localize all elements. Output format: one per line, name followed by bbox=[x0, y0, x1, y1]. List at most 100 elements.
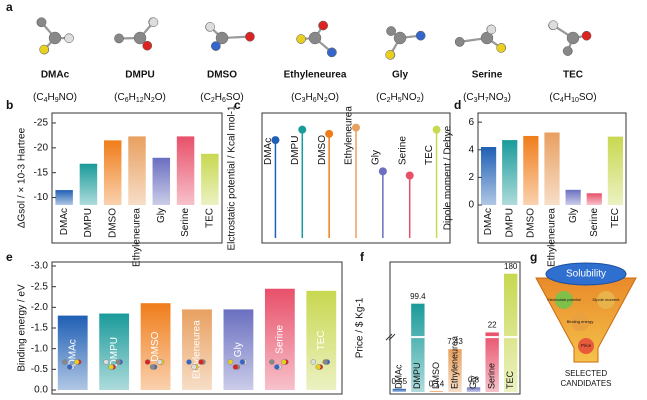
molecule bbox=[296, 20, 337, 58]
y-tick-label: -1.0 bbox=[31, 343, 49, 354]
category-label: DMSO bbox=[431, 362, 441, 389]
funnel-top bbox=[545, 262, 627, 286]
y-axis-label: ΔGsol / × 10-3 Hartree bbox=[17, 127, 28, 228]
atom bbox=[115, 359, 121, 365]
bar bbox=[448, 349, 462, 392]
funnel-circle-label: Electrostatic potential bbox=[547, 298, 580, 302]
atom bbox=[103, 359, 109, 365]
molecule-name: TEC bbox=[563, 70, 583, 81]
bar bbox=[55, 190, 73, 205]
complex-structure bbox=[310, 359, 330, 370]
atom bbox=[191, 364, 197, 370]
y-tick-label: -2.0 bbox=[31, 302, 49, 313]
atom bbox=[133, 31, 147, 45]
y-tick-label: 0 bbox=[468, 200, 474, 211]
molecule-name: Gly bbox=[392, 70, 409, 81]
category-label: Gly bbox=[233, 342, 244, 357]
atom bbox=[39, 44, 49, 55]
lollipop-head bbox=[378, 167, 387, 176]
atom bbox=[205, 22, 215, 32]
molecule-formula: (C2H5NO2) bbox=[376, 92, 424, 105]
category-label: DMSO bbox=[107, 208, 118, 238]
bar bbox=[306, 290, 337, 390]
complex-structure bbox=[103, 359, 123, 370]
atom bbox=[486, 24, 497, 35]
atom bbox=[386, 26, 396, 36]
atom bbox=[562, 46, 573, 56]
category-label: DMAc bbox=[59, 208, 70, 235]
category-label: Serine bbox=[487, 363, 497, 389]
atom bbox=[210, 41, 221, 51]
atom bbox=[142, 40, 152, 51]
bar bbox=[429, 391, 444, 392]
atom bbox=[454, 36, 465, 47]
funnel-circle-label: Dipole moment bbox=[593, 297, 621, 302]
category-label: DMAc bbox=[67, 339, 78, 366]
atom bbox=[308, 31, 322, 45]
bar bbox=[392, 388, 406, 392]
atom bbox=[296, 34, 306, 44]
bar bbox=[411, 303, 425, 392]
axes-frame bbox=[389, 261, 521, 395]
atom bbox=[548, 20, 559, 30]
panel-label: b bbox=[6, 98, 13, 112]
bar bbox=[99, 313, 130, 390]
category-label: DMSO bbox=[317, 135, 328, 165]
funnel-caption: SELECTED bbox=[565, 369, 607, 378]
molecule-formula: (C6H12N2O) bbox=[114, 92, 166, 105]
y-axis-label: Elctrostatic potential / Kcal mol-1 bbox=[227, 105, 238, 250]
axis-break bbox=[385, 333, 396, 341]
molecule-name: Ethyleneurea bbox=[284, 70, 347, 81]
bar bbox=[480, 147, 497, 205]
axes-frame bbox=[51, 112, 223, 244]
value-label: 0.8 bbox=[468, 375, 480, 384]
y-axis-label: Dipole moment / Debye bbox=[443, 125, 454, 230]
atom bbox=[156, 359, 163, 365]
lollipop-head bbox=[352, 123, 360, 132]
category-label: Serine bbox=[397, 136, 408, 165]
y-tick-label: -0.5 bbox=[31, 364, 49, 375]
funnel-top-label: Solubility bbox=[566, 269, 606, 280]
lollipop-head bbox=[432, 125, 441, 134]
panel-label: e bbox=[6, 250, 13, 264]
atom bbox=[310, 359, 316, 365]
atom bbox=[108, 364, 114, 370]
bar bbox=[504, 273, 518, 392]
y-axis-label: Price / $ Kg-1 bbox=[355, 297, 366, 358]
molecule bbox=[205, 22, 255, 51]
category-label: Ethyleneurea bbox=[547, 208, 558, 267]
y-tick-label: -2.5 bbox=[31, 281, 49, 292]
molecule-formula: (C3H6N2O) bbox=[291, 92, 339, 105]
category-label: DMAc bbox=[263, 138, 274, 165]
lollipop-head bbox=[325, 129, 334, 138]
funnel-circle bbox=[571, 313, 589, 331]
category-label: Ethyleneurea bbox=[449, 336, 459, 389]
panel-label: f bbox=[360, 250, 365, 264]
atom bbox=[326, 47, 337, 58]
atom bbox=[480, 31, 494, 45]
bar bbox=[152, 157, 171, 205]
panel-label: g bbox=[530, 250, 537, 264]
bar bbox=[466, 387, 481, 392]
molecule bbox=[548, 20, 592, 56]
axes-frame bbox=[477, 112, 627, 244]
category-label: Ethyleneurea bbox=[132, 208, 143, 267]
molecule bbox=[454, 24, 507, 53]
molecule-name: DMAc bbox=[41, 70, 70, 81]
atom bbox=[198, 359, 204, 365]
atom bbox=[496, 43, 506, 53]
atom bbox=[318, 20, 329, 31]
value-label: 180 bbox=[504, 262, 518, 271]
atom bbox=[144, 359, 151, 365]
lollipop-head bbox=[405, 171, 414, 180]
bar bbox=[128, 136, 146, 205]
category-label: DMPU bbox=[83, 208, 94, 237]
bar bbox=[79, 163, 98, 205]
bar bbox=[223, 309, 254, 390]
atom bbox=[274, 364, 280, 370]
bar bbox=[586, 193, 602, 205]
bar bbox=[103, 140, 122, 205]
bar bbox=[182, 309, 212, 390]
y-axis-label: Binding energy / eV bbox=[17, 284, 28, 372]
